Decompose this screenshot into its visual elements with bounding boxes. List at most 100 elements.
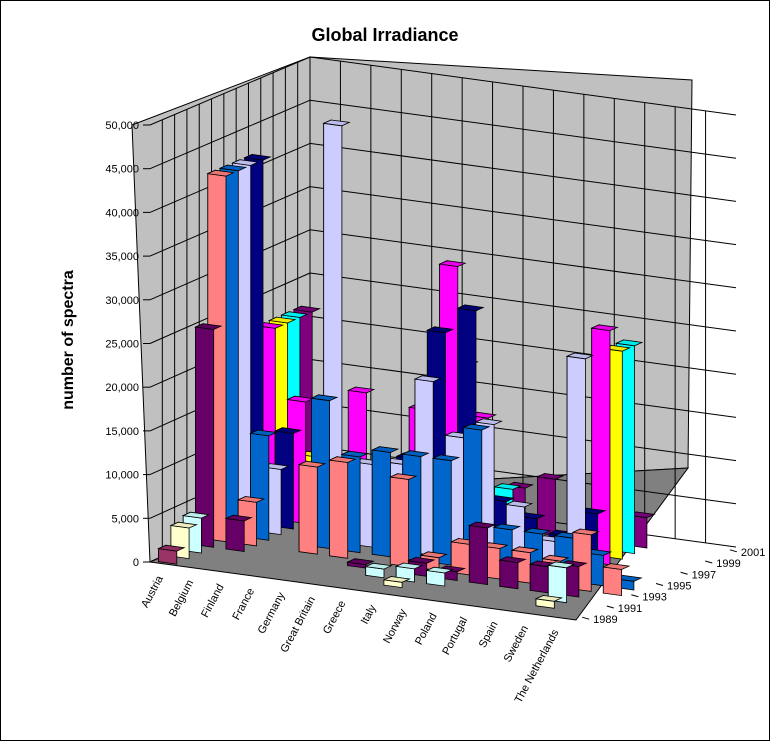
y-tick-label: 30,000	[105, 295, 139, 307]
x-tick-label: Norway	[381, 607, 409, 646]
bar-top-face	[510, 546, 540, 554]
bar-1991-norway	[425, 566, 454, 587]
bar-1990-sweden	[534, 594, 564, 609]
bar-top-face	[614, 339, 644, 347]
bar-top-face	[419, 551, 448, 559]
y-tick-label: 15,000	[105, 426, 139, 438]
y-tick-label: 40,000	[105, 207, 139, 219]
bar-top-face	[340, 450, 369, 458]
x-tick-label: Finland	[199, 582, 227, 619]
depth-tick-mark	[655, 583, 664, 586]
bar-1989-austria	[157, 544, 186, 565]
bar-top-face	[236, 496, 266, 503]
bar-top-face	[546, 561, 576, 569]
bar-top-face	[522, 527, 552, 535]
x-tick-label: France	[230, 586, 257, 622]
depth-tick-label: 1989	[593, 614, 617, 626]
bar-1992-poland	[467, 521, 497, 586]
bar-front-face	[225, 518, 245, 552]
bar-top-face	[243, 153, 272, 161]
bar-top-face	[505, 481, 535, 489]
bar-1992-austria	[194, 323, 223, 548]
bar-top-face	[218, 164, 248, 172]
y-tick-label: 45,000	[105, 164, 139, 176]
bar-front-face	[371, 449, 391, 558]
bar-top-face	[382, 576, 411, 583]
bar-top-face	[425, 566, 454, 574]
bar-front-face	[389, 476, 410, 568]
x-tick-label: Austria	[139, 573, 166, 610]
gridline-horizontal	[149, 99, 311, 170]
bar-2000-norway	[535, 472, 565, 537]
bar-top-face	[438, 260, 467, 267]
bar-top-face	[364, 562, 393, 570]
bar-top-face	[194, 323, 223, 330]
depth-tick-label: 1993	[642, 592, 666, 604]
depth-tick-label: 1991	[618, 603, 642, 615]
y-tick-label: 25,000	[105, 339, 139, 351]
bar-top-face	[493, 483, 522, 490]
bar-front-face	[529, 563, 549, 594]
bar-front-face	[432, 457, 452, 566]
y-tick-label: 5,000	[111, 513, 139, 525]
depth-tick-mark	[729, 549, 737, 553]
y-tick-label: 20,000	[105, 382, 139, 394]
depth-tick-mark	[705, 560, 713, 564]
bar-1992-belgium	[224, 514, 253, 552]
x-tick-label: Spain	[477, 619, 501, 649]
bar-top-face	[206, 169, 235, 177]
bar-1990-italy	[382, 575, 411, 589]
x-tick-label: Portugal	[440, 615, 470, 657]
x-tick-label: Greece	[321, 599, 349, 636]
bar-top-face	[401, 450, 430, 458]
bar-top-face	[541, 554, 570, 562]
bar-1993-france	[297, 460, 327, 555]
y-tick-label: 0	[133, 557, 139, 569]
bar-top-face	[297, 460, 327, 468]
bar-front-face	[329, 459, 349, 559]
gridline-horizontal	[149, 56, 311, 126]
depth-tick-label: 1995	[667, 581, 691, 593]
bar-top-face	[559, 560, 588, 568]
bar-1993-norway	[449, 537, 479, 576]
bar-1995-spain	[565, 352, 595, 577]
bar-top-face	[431, 454, 461, 462]
bar-top-face	[280, 311, 309, 318]
depth-tick-mark	[631, 594, 639, 598]
bar-front-face	[499, 559, 519, 590]
bar-1991-greece	[364, 562, 393, 579]
x-tick-label: Italy	[359, 602, 379, 626]
y-tick-label: 10,000	[105, 470, 139, 482]
bar-top-face	[394, 562, 424, 570]
bar-top-face	[571, 528, 601, 536]
chart-title: Global Irradiance	[311, 25, 458, 45]
bar-top-face	[157, 544, 186, 552]
y-tick-label: 35,000	[105, 251, 139, 263]
bar-top-face	[388, 473, 418, 480]
depth-tick-mark	[582, 616, 590, 620]
bar-top-face	[181, 511, 211, 519]
bar-top-face	[413, 375, 443, 383]
bar-top-face	[425, 326, 455, 334]
y-tick-label: 50,000	[105, 120, 139, 132]
bar-1992-great-britain	[346, 558, 375, 569]
bar-top-face	[437, 565, 466, 573]
x-tick-label: Poland	[413, 611, 440, 647]
bar-top-face	[534, 595, 564, 602]
bar-front-face	[537, 476, 556, 537]
bar-1993-germany	[328, 456, 357, 559]
bar-top-face	[498, 556, 527, 564]
bar-top-face	[462, 423, 491, 431]
bar-top-face	[590, 324, 619, 332]
bar-1993-greece	[388, 473, 418, 568]
x-tick-label: Germany	[256, 590, 288, 636]
bar-top-face	[273, 427, 303, 434]
bar-top-face	[370, 446, 400, 453]
depth-tick-label: 1997	[692, 569, 716, 581]
x-tick-label: Great Britain	[278, 595, 318, 655]
x-tick-label: Sweden	[502, 624, 531, 665]
bar-top-face	[224, 514, 253, 522]
bar-front-face	[602, 566, 622, 597]
bar-top-face	[292, 305, 322, 313]
